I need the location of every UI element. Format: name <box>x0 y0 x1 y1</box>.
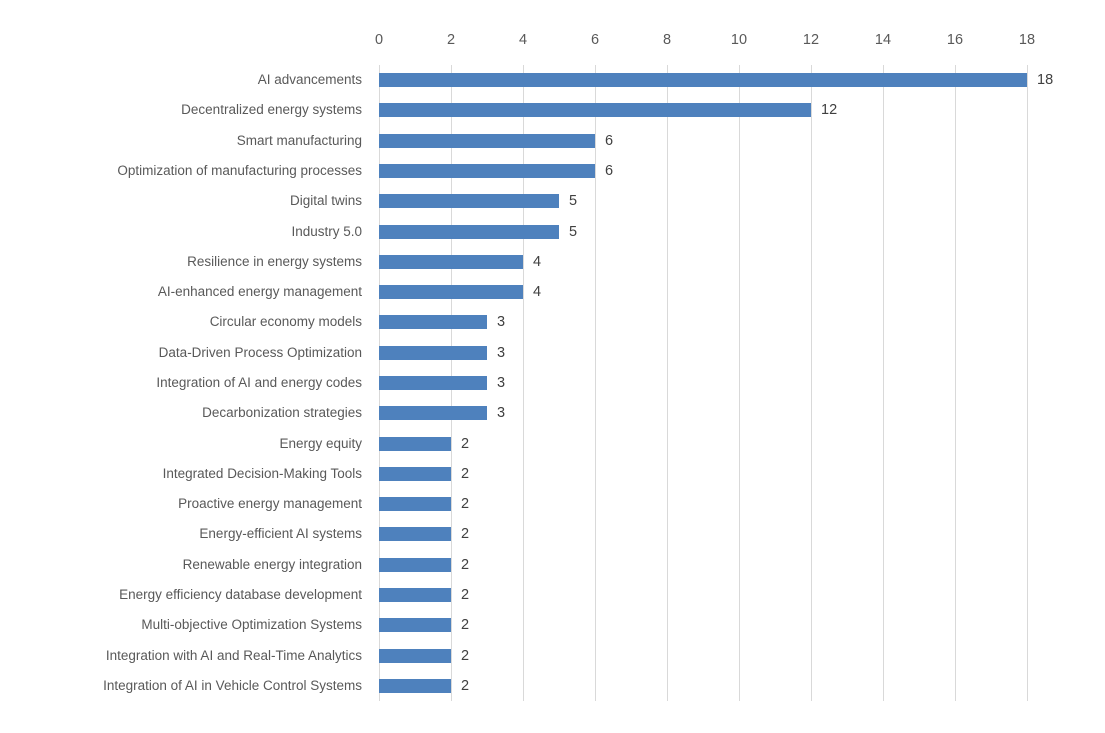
data-label: 3 <box>497 405 506 422</box>
bar <box>379 588 451 602</box>
category-label: Integration of AI and energy codes <box>156 375 362 390</box>
bar <box>379 224 559 239</box>
category-label: AI-enhanced energy management <box>157 284 362 300</box>
gridline <box>595 65 596 701</box>
bar <box>379 133 595 148</box>
bar <box>379 103 811 118</box>
bar <box>379 73 1027 88</box>
gridline <box>883 65 884 701</box>
category-label: Proactive energy management <box>178 496 362 512</box>
category-label: Integration with AI and Real-Time Analyt… <box>105 647 362 663</box>
x-axis-tick-label: 4 <box>518 32 528 48</box>
x-axis-tick-label: 10 <box>730 32 748 48</box>
bar <box>379 254 523 269</box>
bar <box>379 648 451 663</box>
data-label: 2 <box>461 617 470 634</box>
data-label: 2 <box>461 556 470 573</box>
data-label: 2 <box>461 587 470 603</box>
category-label: Data-Driven Process Optimization <box>158 344 362 360</box>
gridline <box>955 65 956 701</box>
bar <box>379 466 451 481</box>
bar <box>379 376 487 390</box>
data-label: 6 <box>605 132 614 149</box>
x-axis-tick-label: 2 <box>446 32 456 48</box>
data-label: 6 <box>605 163 614 179</box>
data-label: 5 <box>569 223 578 240</box>
gridline <box>1027 65 1028 701</box>
data-label: 3 <box>497 375 506 391</box>
category-label: Digital twins <box>289 193 362 209</box>
bar <box>379 345 487 360</box>
category-label: Energy efficiency database development <box>119 587 362 602</box>
category-label: Decentralized energy systems <box>181 102 362 118</box>
bar <box>379 315 487 330</box>
bar <box>379 557 451 572</box>
bar <box>379 164 595 178</box>
x-axis-tick-label: 18 <box>1018 32 1036 48</box>
x-axis-tick-label: 8 <box>662 32 672 48</box>
bar <box>379 497 451 512</box>
data-label: 2 <box>461 647 470 664</box>
data-label: 18 <box>1037 72 1054 89</box>
bar <box>379 406 487 421</box>
gridline <box>739 65 740 701</box>
category-label: Integrated Decision-Making Tools <box>162 465 362 481</box>
bar <box>379 436 451 451</box>
data-label: 3 <box>497 344 506 361</box>
category-label: Circular economy models <box>209 314 362 330</box>
gridline <box>811 65 812 701</box>
bar <box>379 194 559 209</box>
data-label: 2 <box>461 677 470 694</box>
category-label: Energy-efficient AI systems <box>199 526 362 542</box>
data-label: 4 <box>533 253 542 270</box>
x-axis-tick-label: 14 <box>874 32 892 48</box>
x-axis-tick-label: 16 <box>946 32 964 48</box>
x-axis-tick-label: 0 <box>374 32 384 48</box>
category-label: Energy equity <box>279 435 362 451</box>
gridline <box>667 65 668 701</box>
data-label: 5 <box>569 193 578 210</box>
category-label: Multi-objective Optimization Systems <box>141 617 362 633</box>
data-label: 2 <box>461 526 470 543</box>
category-label: Optimization of manufacturing processes <box>117 163 362 178</box>
gridline <box>523 65 524 701</box>
data-label: 4 <box>533 284 542 301</box>
category-label: Resilience in energy systems <box>187 253 362 269</box>
bar <box>379 527 451 542</box>
bar <box>379 678 451 693</box>
x-axis-tick-label: 6 <box>590 32 600 48</box>
data-label: 12 <box>821 102 838 119</box>
category-label: Smart manufacturing <box>236 132 362 148</box>
x-axis-tick-label: 12 <box>802 32 820 48</box>
category-label: Industry 5.0 <box>291 223 362 239</box>
data-label: 2 <box>461 496 470 513</box>
data-label: 2 <box>461 465 470 482</box>
data-label: 3 <box>497 314 506 331</box>
category-label: Renewable energy integration <box>182 556 362 572</box>
category-label: AI advancements <box>257 72 362 88</box>
category-label: Integration of AI in Vehicle Control Sys… <box>103 677 362 693</box>
category-label: Decarbonization strategies <box>202 405 362 421</box>
data-label: 2 <box>461 435 470 452</box>
bar <box>379 618 451 633</box>
bar <box>379 285 523 300</box>
